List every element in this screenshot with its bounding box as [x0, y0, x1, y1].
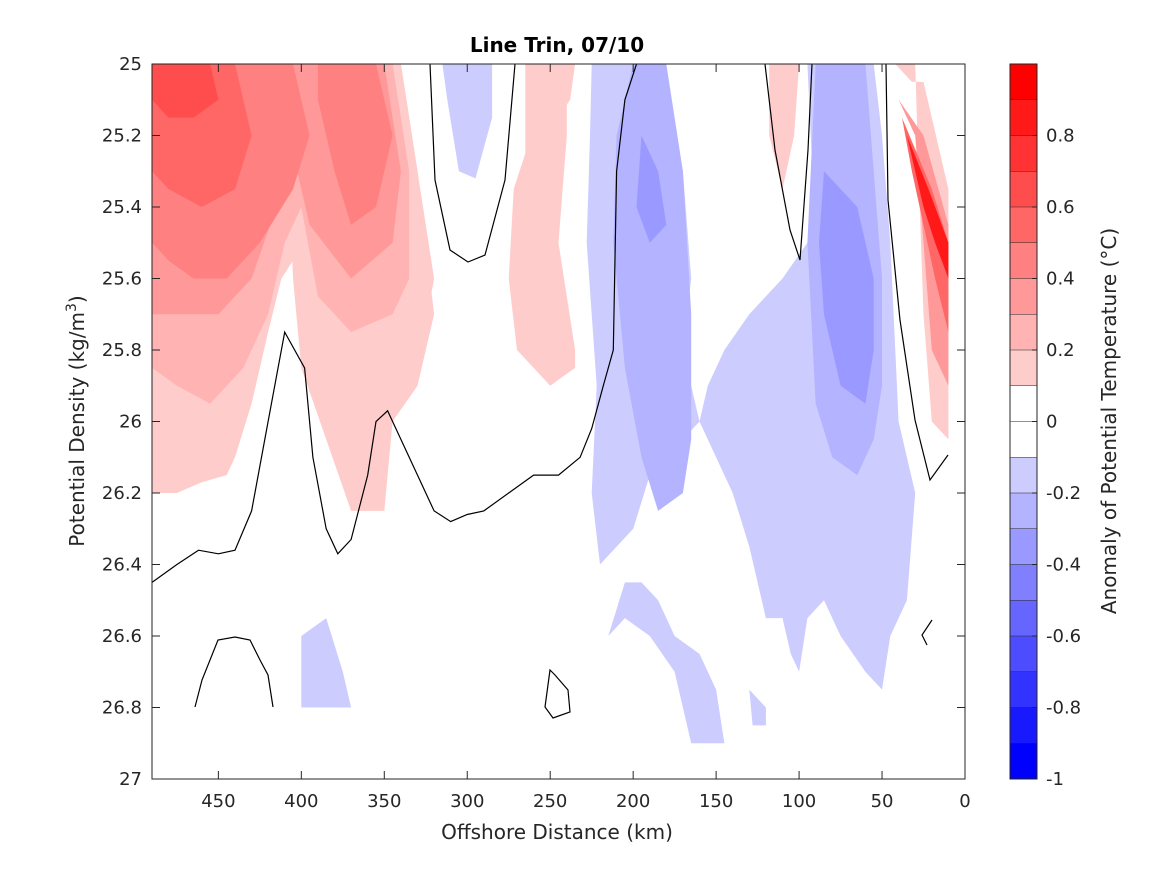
- y-tick-label: 25.6: [102, 269, 142, 290]
- colorbar-swatch: [1010, 350, 1037, 387]
- y-tick-label: 25: [119, 54, 142, 75]
- anomaly-region-cold-center-3: [636, 135, 667, 243]
- colorbar-swatch: [1010, 135, 1037, 172]
- x-tick-label: 100: [782, 791, 816, 812]
- colorbar-tick-label: 0.8: [1046, 126, 1075, 147]
- y-tick-label: 25.8: [102, 340, 142, 361]
- colorbar-swatch: [1010, 314, 1037, 351]
- chart-title: Line Trin, 07/10: [470, 33, 644, 57]
- colorbar-swatch: [1010, 64, 1037, 101]
- anomaly-region-cold-east-3: [819, 171, 874, 404]
- colorbar-swatch: [1010, 171, 1037, 208]
- colorbar-swatch: [1010, 242, 1037, 279]
- plot-area: [151, 63, 966, 780]
- colorbar-swatch: [1010, 385, 1037, 422]
- y-tick-label: 26.6: [102, 626, 142, 647]
- y-axis-label-superscript: 3: [64, 303, 80, 312]
- colorbar-swatch: [1010, 743, 1037, 780]
- anomaly-region-cold-bottom-3: [749, 689, 766, 726]
- y-axis-label-main: Potential Density (kg/m: [65, 312, 89, 547]
- anomaly-region-cold-center-2: [613, 64, 692, 511]
- y-axis-label-close: ): [65, 295, 89, 303]
- x-tick-label: 200: [616, 791, 650, 812]
- zero-contour-line: [921, 619, 933, 646]
- y-tick-label: 26.4: [102, 555, 142, 576]
- colorbar-swatch: [1010, 528, 1037, 565]
- x-tick-label: 300: [450, 791, 484, 812]
- zero-contour-line: [764, 64, 813, 261]
- x-tick-label: 250: [533, 791, 567, 812]
- anomaly-region-warm-mid-top: [550, 64, 576, 118]
- colorbar-swatch: [1010, 671, 1037, 708]
- colorbar-swatch: [1010, 493, 1037, 530]
- x-axis-label: Offshore Distance (km): [441, 820, 673, 844]
- colorbar-tick-label: 0.2: [1046, 340, 1075, 361]
- x-tick-label: 400: [284, 791, 318, 812]
- colorbar-tick-label: -1: [1046, 769, 1064, 790]
- zero-contour-layer: [152, 64, 949, 719]
- x-tick-label: 0: [959, 791, 970, 812]
- colorbar-tick-label: 0.6: [1046, 197, 1075, 218]
- zero-contour-line: [152, 64, 638, 583]
- anomaly-region-warm-west-6: [152, 64, 219, 118]
- x-tick-label: 350: [367, 791, 401, 812]
- zero-contour-line: [194, 636, 274, 708]
- colorbar-tick-label: -0.4: [1046, 555, 1081, 576]
- colorbar-swatch: [1010, 636, 1037, 673]
- zero-contour-line: [885, 64, 949, 482]
- anomaly-region-warm-east-2: [898, 99, 949, 386]
- colorbar-tick-label: 0: [1046, 412, 1057, 433]
- colorbar-tick-label: -0.2: [1046, 483, 1081, 504]
- y-tick-label: 26.2: [102, 483, 142, 504]
- colorbar-swatch: [1010, 564, 1037, 601]
- x-axis: 450 400 350 300 250 200 150 100 50 0: [201, 64, 971, 812]
- colorbar-swatch: [1010, 707, 1037, 744]
- colorbar: 0.8 0.6 0.4 0.2 0 -0.2 -0.4 -0.6 -0.8 -1: [1009, 63, 1081, 790]
- anomaly-region-warm-east-3: [902, 117, 949, 333]
- colorbar-label: Anomaly of Potential Temperature (°C): [1097, 228, 1121, 614]
- colorbar-swatch: [1010, 207, 1037, 244]
- colorbar-swatch: [1010, 421, 1037, 458]
- x-tick-label: 450: [201, 791, 235, 812]
- colorbar-tick-label: 0.4: [1046, 269, 1075, 290]
- anomaly-region-cold-bottom-1: [301, 618, 352, 708]
- colorbar-tick-label: -0.8: [1046, 698, 1081, 719]
- colorbar-swatch: [1010, 99, 1037, 136]
- colorbar-swatch: [1010, 457, 1037, 494]
- colorbar-swatch: [1010, 600, 1037, 637]
- y-tick-label: 27: [119, 769, 142, 790]
- zero-contour-line: [544, 668, 571, 719]
- y-tick-label: 26.8: [102, 698, 142, 719]
- anomaly-region-cold-300: [442, 64, 493, 179]
- x-tick-label: 50: [871, 791, 894, 812]
- anomaly-region-warm-east-4: [906, 135, 949, 279]
- anomaly-region-warm-mid: [508, 64, 576, 386]
- anomaly-region-warm-west-4b: [317, 64, 393, 225]
- anomaly-region-cold-bottom-2: [608, 582, 725, 744]
- anomaly-fill-layer: [152, 64, 949, 744]
- zero-contour-line: [429, 64, 516, 263]
- y-axis: 25 25.2 25.4 25.6 25.8 26 26.2 26.4 26.6 26.8 27: [102, 54, 965, 790]
- y-tick-label: 25.4: [102, 197, 142, 218]
- x-tick-label: 150: [699, 791, 733, 812]
- y-axis-label: Potential Density (kg/m3): [64, 295, 89, 546]
- colorbar-tick-label: -0.6: [1046, 626, 1081, 647]
- colorbar-swatch: [1010, 278, 1037, 315]
- y-tick-label: 25.2: [102, 126, 142, 147]
- y-tick-label: 26: [119, 412, 142, 433]
